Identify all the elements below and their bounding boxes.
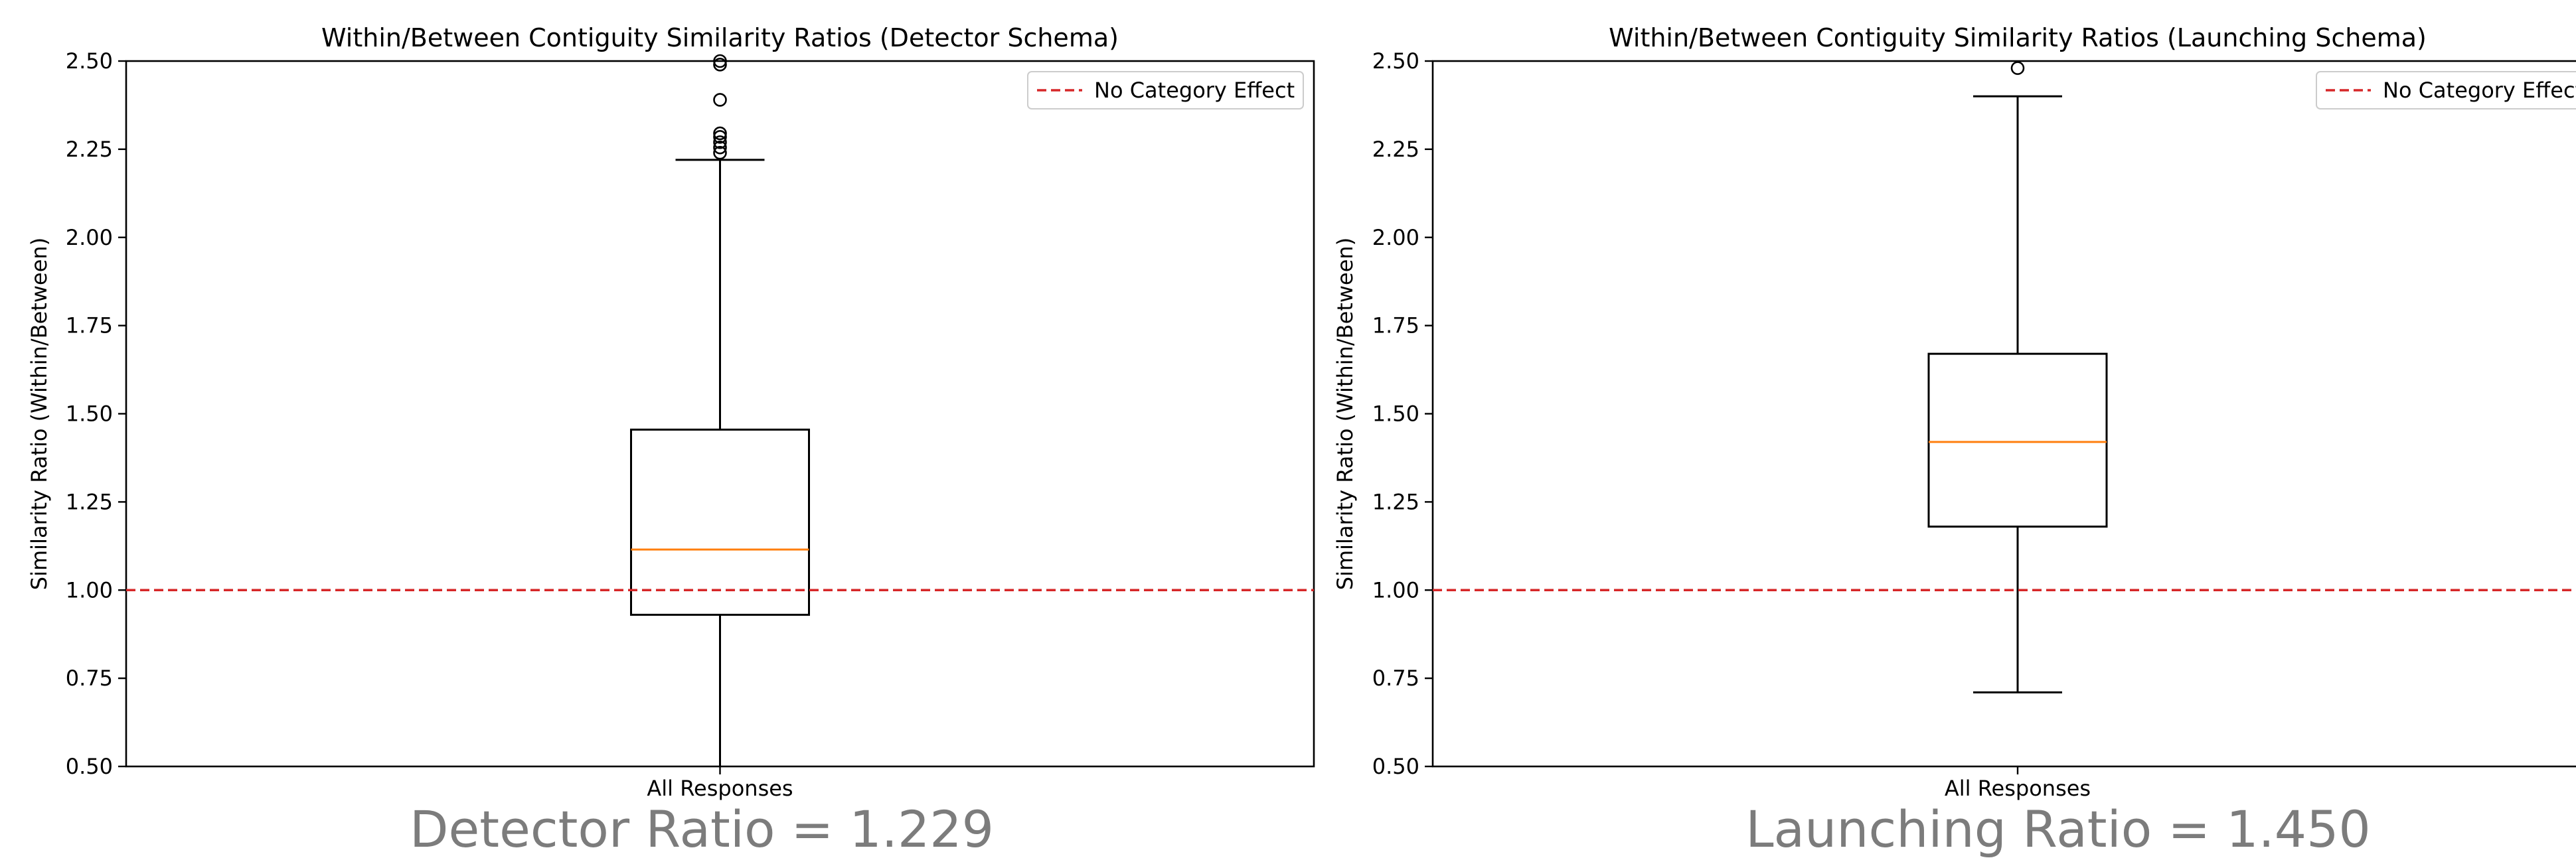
outlier-point xyxy=(713,93,727,107)
x-tick-label: All Responses xyxy=(647,776,793,801)
y-tick-label: 2.25 xyxy=(66,137,113,162)
detector-ratio-caption: Detector Ratio = 1.229 xyxy=(409,800,995,859)
y-tick-label: 2.50 xyxy=(1372,48,1419,74)
outlier-point xyxy=(713,135,727,149)
legend: No Category Effect xyxy=(2316,71,2576,109)
y-tick-label: 0.75 xyxy=(1372,666,1419,691)
legend-frame xyxy=(1027,71,1304,109)
x-tick-label: All Responses xyxy=(1945,776,2091,801)
chart-title: Within/Between Contiguity Similarity Rat… xyxy=(321,23,1119,52)
y-tick-label: 2.25 xyxy=(1372,137,1419,162)
y-tick-label: 0.50 xyxy=(66,754,113,779)
y-tick-label: 2.00 xyxy=(1372,225,1419,250)
y-tick-label: 2.00 xyxy=(66,225,113,250)
chart-launching: Within/Between Contiguity Similarity Rat… xyxy=(1332,23,2576,801)
legend: No Category Effect xyxy=(1027,71,1304,109)
y-tick-label: 0.50 xyxy=(1372,754,1419,779)
plot-frame xyxy=(1431,60,2576,768)
outlier-point xyxy=(713,140,727,155)
legend-label: No Category Effect xyxy=(1094,78,1295,103)
outlier-point xyxy=(713,126,727,141)
chart-detector: Within/Between Contiguity Similarity Rat… xyxy=(27,23,1315,801)
y-axis-label: Similarity Ratio (Within/Between) xyxy=(1332,238,1358,590)
legend-label: No Category Effect xyxy=(2383,78,2576,103)
outlier-point xyxy=(713,129,727,144)
outlier-point xyxy=(713,58,727,72)
y-tick-label: 1.75 xyxy=(66,313,113,338)
y-tick-label: 2.50 xyxy=(66,48,113,74)
outlier-point xyxy=(2010,61,2025,75)
iqr-box xyxy=(630,428,810,616)
y-tick-label: 1.75 xyxy=(1372,313,1419,338)
y-tick-label: 1.25 xyxy=(66,489,113,514)
launching-ratio-caption: Launching Ratio = 1.450 xyxy=(1745,800,2371,859)
y-tick-label: 1.00 xyxy=(66,577,113,603)
y-tick-label: 1.50 xyxy=(1372,401,1419,427)
y-tick-label: 1.25 xyxy=(1372,489,1419,514)
y-tick-label: 1.50 xyxy=(66,401,113,427)
y-tick-label: 1.00 xyxy=(1372,577,1419,603)
iqr-box xyxy=(1927,352,2108,528)
chart-title: Within/Between Contiguity Similarity Rat… xyxy=(1609,23,2427,52)
y-axis-label: Similarity Ratio (Within/Between) xyxy=(27,238,52,590)
legend-frame xyxy=(2316,71,2576,109)
y-tick-label: 0.75 xyxy=(66,666,113,691)
outlier-point xyxy=(713,54,727,68)
outlier-point xyxy=(713,145,727,160)
